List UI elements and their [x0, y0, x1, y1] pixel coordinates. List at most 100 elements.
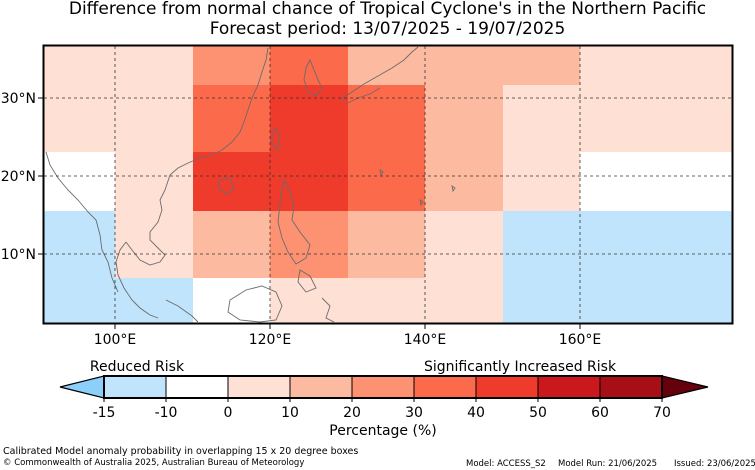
- grid-cell: [580, 152, 659, 212]
- colorbar-tick-label: -15: [93, 405, 116, 421]
- coastline-segment: [451, 185, 456, 193]
- copyright: © Commonwealth of Australia 2025, Austra…: [3, 458, 305, 468]
- grid-cell: [580, 278, 659, 324]
- colorbar-tick-label: 40: [467, 405, 485, 421]
- coastline-segment: [125, 47, 269, 266]
- coastline-segment: [345, 87, 381, 105]
- grid-cell: [193, 85, 271, 153]
- grid-cell: [658, 152, 733, 212]
- issued-date: Issued: 23/06/2025: [674, 459, 755, 469]
- colorbar-segment: [537, 375, 601, 399]
- lon-label: 100°E: [94, 332, 137, 348]
- colorbar-segment: [413, 375, 477, 399]
- grid-cell: [115, 46, 194, 86]
- coastline-segment: [419, 199, 424, 207]
- colorbar-segment: [475, 375, 539, 399]
- grid-cell: [44, 211, 116, 279]
- coastline-segment: [165, 299, 199, 323]
- grid-cell: [503, 85, 581, 153]
- colorbar-xlabel: Percentage (%): [329, 423, 436, 439]
- grid-cell: [580, 85, 659, 153]
- lon-label: 140°E: [404, 332, 447, 348]
- lat-label: 10°N: [1, 247, 36, 263]
- axis-labels: 100°E 120°E 140°E 160°E 30°N 20°N 10°N: [1, 91, 602, 348]
- grid-cell: [193, 46, 271, 86]
- grid-cell: [270, 46, 349, 86]
- grid-cell: [425, 278, 504, 324]
- coastline-segment: [339, 46, 419, 101]
- colorbar-segment: [289, 375, 353, 399]
- grid-cell: [580, 211, 659, 279]
- coastline-segment: [217, 177, 235, 195]
- lon-label: 160°E: [559, 332, 602, 348]
- increased-risk-label: Significantly Increased Risk: [424, 359, 617, 375]
- colorbar-tick-label: -10: [155, 405, 178, 421]
- model-run: Model Run: 21/06/2025: [558, 459, 658, 469]
- colorbar-tick-label: 70: [653, 405, 671, 421]
- grid-cell: [658, 278, 733, 324]
- colorbar-tick-label: 10: [281, 405, 299, 421]
- colorbar-tick-label: 30: [405, 405, 423, 421]
- grid-cell: [425, 211, 504, 279]
- grid-cell: [193, 211, 271, 279]
- coastline-segment: [227, 285, 283, 323]
- colorbar-segment: [165, 375, 229, 399]
- grid-cell: [193, 278, 271, 324]
- grid-cell: [348, 46, 426, 86]
- grid-cell: [115, 85, 194, 153]
- lon-label: 120°E: [249, 332, 292, 348]
- coastline-segment: [277, 178, 311, 265]
- gridlines: [44, 46, 732, 322]
- grid-cell: [44, 278, 116, 324]
- grid-cell: [115, 152, 194, 212]
- colorbar-tick-label: 20: [343, 405, 361, 421]
- lat-label: 30°N: [1, 91, 36, 107]
- grid-cell: [270, 278, 349, 324]
- forecast-period: Forecast period: 13/07/2025 - 19/07/2025: [209, 19, 566, 39]
- chart-title: Difference from normal chance of Tropica…: [68, 0, 707, 19]
- map-frame: [42, 44, 734, 325]
- colorbar-tick-label: 0: [224, 405, 233, 421]
- lat-label: 20°N: [1, 169, 36, 185]
- grid-cell: [658, 211, 733, 279]
- colorbar-frame: [103, 375, 663, 399]
- grid-cell: [503, 278, 581, 324]
- coastline-segment: [297, 269, 317, 293]
- colorbar-tick-label: 50: [529, 405, 547, 421]
- grid-cell: [44, 85, 116, 153]
- grid-cell: [348, 85, 426, 153]
- grid-cell: [503, 152, 581, 212]
- colorbar-tick-label: 60: [591, 405, 609, 421]
- reduced-risk-label: Reduced Risk: [90, 359, 185, 375]
- grid-cell: [580, 46, 659, 86]
- coastline: [45, 46, 456, 323]
- grid-cell: [658, 85, 733, 153]
- grid-cell: [503, 211, 581, 279]
- grid-cell: [425, 85, 504, 153]
- colorbar-segment: [351, 375, 415, 399]
- grid-cell: [503, 46, 581, 86]
- grid-cell: [348, 211, 426, 279]
- grid-cell: [44, 46, 116, 86]
- anomaly-grid: [44, 46, 733, 324]
- coastline-segment: [321, 297, 335, 323]
- coastline-segment: [271, 127, 281, 151]
- grid-cell: [348, 152, 426, 212]
- coastline-segment: [379, 169, 384, 177]
- footer-note: Calibrated Model anomaly probability in …: [3, 446, 359, 457]
- grid-cell: [425, 46, 504, 86]
- grid-cell: [348, 278, 426, 324]
- colorbar-segment: [599, 375, 663, 399]
- grid-cell: [270, 85, 349, 153]
- colorbar-extend-low: [59, 375, 105, 399]
- colorbar-segment: [227, 375, 291, 399]
- model-name: Model: ACCESS_S2: [466, 459, 546, 469]
- grid-cell: [115, 278, 194, 324]
- coastline-segment: [303, 58, 323, 97]
- colorbar-segment: [103, 375, 167, 399]
- colorbar-extend-high: [661, 375, 709, 399]
- grid-cell: [425, 152, 504, 212]
- grid-cell: [270, 152, 349, 212]
- grid-cell: [658, 46, 733, 86]
